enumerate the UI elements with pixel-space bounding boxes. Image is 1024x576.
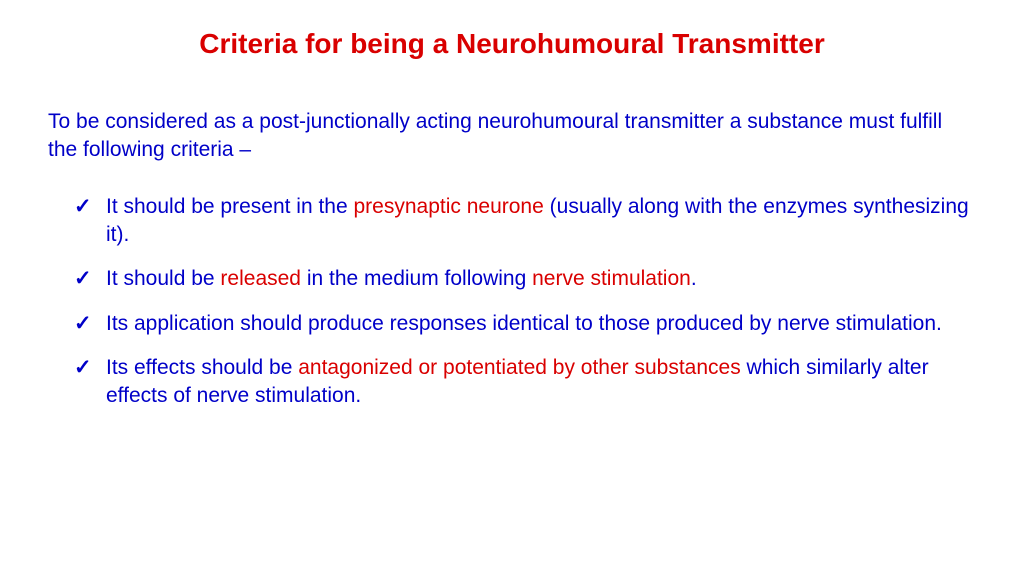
list-item: It should be released in the medium foll… bbox=[106, 265, 976, 293]
text-segment: antagonized or potentiated by other subs… bbox=[298, 356, 746, 379]
text-segment: in the medium following bbox=[307, 267, 532, 290]
text-segment: Its effects should be bbox=[106, 356, 298, 379]
text-segment: . bbox=[691, 267, 697, 290]
text-segment: released bbox=[220, 267, 306, 290]
text-segment: It should be present in the bbox=[106, 195, 354, 218]
text-segment: It should be bbox=[106, 267, 220, 290]
list-item: It should be present in the presynaptic … bbox=[106, 193, 976, 250]
criteria-list: It should be present in the presynaptic … bbox=[48, 193, 976, 411]
text-segment: Its application should produce responses… bbox=[106, 312, 942, 335]
list-item: Its application should produce responses… bbox=[106, 310, 976, 338]
intro-paragraph: To be considered as a post-junctionally … bbox=[48, 108, 976, 165]
text-segment: presynaptic neurone bbox=[354, 195, 550, 218]
text-segment: nerve stimulation bbox=[532, 267, 691, 290]
slide-title: Criteria for being a Neurohumoural Trans… bbox=[48, 28, 976, 60]
list-item: Its effects should be antagonized or pot… bbox=[106, 354, 976, 411]
